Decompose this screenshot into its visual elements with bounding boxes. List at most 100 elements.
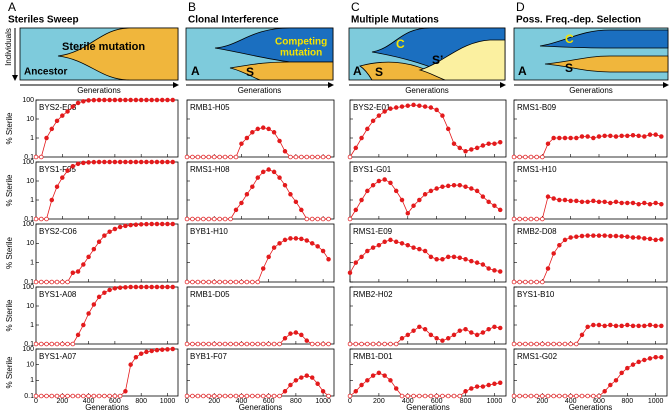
data-point [480, 330, 486, 335]
data-point [277, 393, 282, 399]
data-point [184, 279, 190, 285]
x-tick-label: 400 [565, 398, 577, 405]
data-point [422, 104, 428, 109]
data-point [102, 393, 107, 399]
data-point [165, 159, 170, 165]
data-point [228, 216, 233, 222]
data-point [138, 351, 144, 356]
data-point [277, 138, 282, 144]
data-point [422, 192, 428, 197]
data-point [184, 393, 190, 399]
data-point [469, 258, 474, 264]
y-axis-label: % Sterile [5, 174, 14, 207]
data-point [288, 154, 293, 160]
data-point [60, 175, 65, 180]
data-point [492, 324, 497, 330]
data-point [222, 154, 228, 160]
data-point [81, 262, 86, 267]
data-point [659, 354, 664, 360]
data-point [480, 262, 486, 267]
data-point [309, 341, 315, 347]
data-point [293, 154, 299, 160]
data-point [469, 386, 474, 391]
data-point [133, 354, 139, 360]
data-point [557, 393, 562, 399]
data-point [65, 279, 70, 285]
y-axis-label: % Sterile [5, 112, 14, 145]
data-point [365, 341, 370, 347]
data-point [523, 154, 528, 160]
data-point [107, 159, 112, 165]
data-point [608, 233, 613, 239]
y-tick-label: 0.1 [24, 279, 34, 286]
data-point [608, 133, 613, 139]
data-point [211, 393, 217, 399]
data-point [534, 393, 539, 399]
data-point [91, 246, 97, 252]
data-point [228, 393, 233, 399]
data-point [492, 381, 497, 387]
data-point [540, 341, 545, 347]
data-point [585, 199, 590, 205]
data-point [309, 375, 315, 380]
data-point [440, 338, 445, 343]
data-point [304, 216, 310, 222]
data-point [170, 346, 175, 352]
data-point [497, 139, 503, 145]
data-point [463, 149, 468, 154]
data-point [250, 130, 255, 135]
data-point [528, 279, 534, 285]
data-point [315, 341, 320, 347]
data-point [326, 257, 331, 262]
data-point [557, 197, 562, 203]
data-point [60, 341, 65, 347]
plot-frame [186, 99, 335, 158]
data-point [112, 286, 118, 291]
data-point [75, 100, 81, 106]
data-point [277, 341, 282, 347]
data-point [144, 349, 149, 355]
data-point [359, 197, 364, 203]
plot-frame [35, 223, 179, 283]
data-point [428, 332, 434, 338]
data-point [49, 341, 55, 347]
panel-letter: D [516, 0, 525, 14]
diagram-x-label: Generations [238, 86, 282, 95]
plot-frame [349, 161, 507, 220]
data-point [211, 279, 217, 285]
plot-frame [186, 223, 335, 283]
data-point [201, 341, 206, 347]
data-point [540, 216, 545, 222]
data-point [102, 97, 107, 103]
data-point [244, 192, 250, 197]
data-point [463, 184, 468, 189]
data-point [574, 234, 579, 239]
plot-frame [349, 286, 507, 345]
data-point [440, 113, 445, 118]
data-point [445, 336, 451, 341]
data-point [568, 341, 573, 347]
data-point [642, 200, 647, 206]
x-tick-label: 400 [83, 398, 95, 405]
data-point [659, 201, 664, 207]
data-point [60, 113, 65, 118]
data-point [545, 141, 551, 146]
y-tick-label: 0.1 [24, 393, 34, 400]
data-point [228, 279, 233, 285]
data-point [165, 97, 170, 103]
data-point [463, 257, 468, 262]
plot-frame [349, 223, 507, 283]
data-point [107, 393, 112, 399]
data-point [304, 338, 310, 343]
data-point [653, 132, 658, 137]
data-point [309, 154, 315, 160]
y-tick-label: 100 [22, 346, 34, 353]
data-point [266, 254, 271, 260]
data-point [326, 216, 331, 222]
data-point [551, 196, 556, 201]
data-point [260, 341, 266, 347]
data-point [608, 382, 613, 388]
data-point [540, 154, 545, 160]
data-point [619, 323, 624, 329]
data-point [428, 188, 434, 194]
